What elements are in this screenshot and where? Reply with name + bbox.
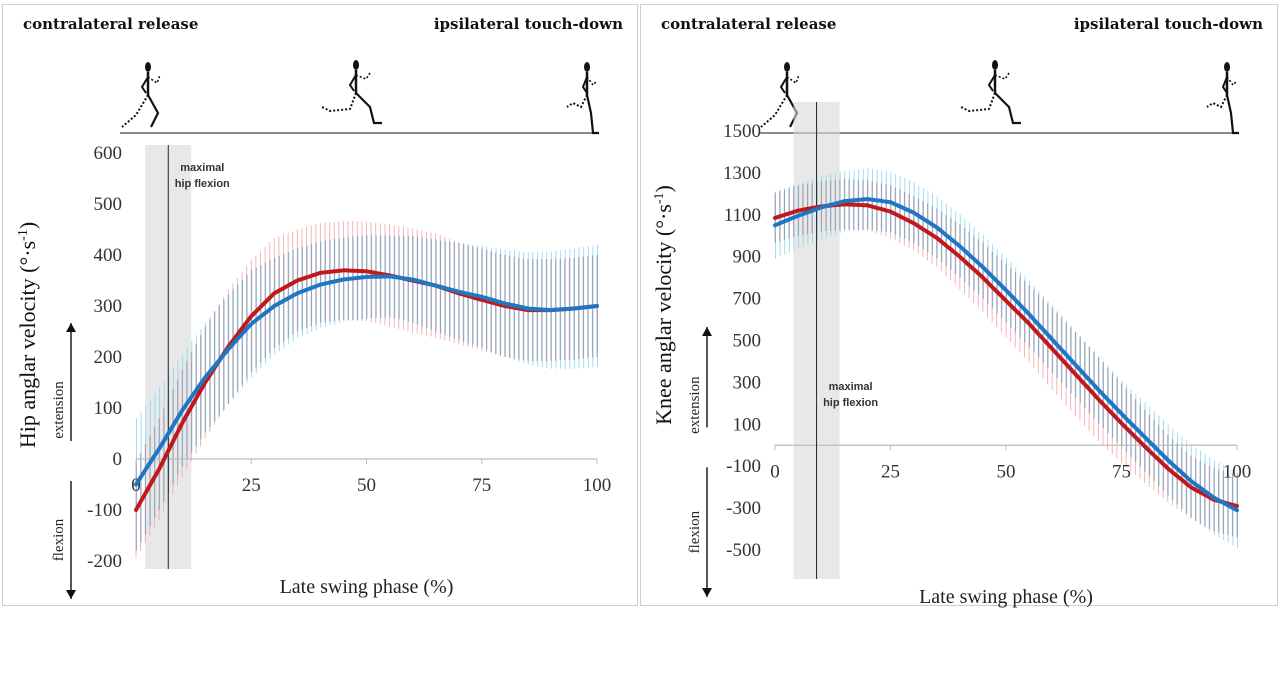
- y-tick-label: -100: [87, 500, 122, 521]
- y-tick-label: 300: [733, 372, 762, 393]
- runner-icon: [321, 60, 382, 125]
- runner-leg: [1225, 94, 1239, 135]
- y-tick-label: 1100: [724, 205, 761, 226]
- flexion-arrowhead: [66, 590, 76, 599]
- runner-leg: [1206, 94, 1228, 109]
- x-tick-label: 100: [1223, 461, 1252, 482]
- extension-arrowhead: [66, 323, 76, 332]
- runner-head: [584, 62, 590, 72]
- y-tick-label: 1500: [723, 121, 761, 142]
- extension-label: extension: [687, 376, 703, 434]
- x-tick-label: 50: [357, 475, 376, 496]
- y-tick-label: 100: [733, 414, 762, 435]
- runner-arm: [779, 76, 788, 94]
- runner-arm: [355, 72, 371, 80]
- phase-start-label: contralateral release: [661, 15, 837, 33]
- y-axis-label: Knee anglar velocity (°·s-1): [651, 185, 676, 425]
- runner-leg: [960, 92, 996, 113]
- extension-arrowhead: [702, 327, 712, 336]
- runner-arm: [1226, 76, 1238, 87]
- runner-arm: [581, 76, 588, 94]
- annotation-label: maximal: [180, 162, 224, 174]
- x-tick-label: 0: [770, 461, 780, 482]
- runner-arm: [147, 74, 161, 85]
- runner-leg: [994, 92, 1021, 125]
- flexion-arrowhead: [702, 588, 712, 597]
- y-tick-label: 700: [733, 289, 762, 310]
- runner-leg: [121, 94, 149, 128]
- runner-arm: [140, 76, 149, 94]
- phase-end-label: ipsilateral touch-down: [433, 15, 623, 33]
- y-axis-label: Hip anglar velocity (°·s-1): [15, 222, 40, 448]
- y-tick-label: 0: [113, 449, 123, 470]
- runner-leg: [760, 94, 788, 128]
- x-axis-label: Late swing phase (%): [280, 576, 454, 598]
- runner-head: [784, 62, 790, 72]
- hip-velocity-chart: 0 25 50 75 100-200-1000100200300400500600max…: [15, 60, 612, 599]
- knee-velocity-chart: 0 25 50 75 100 -500 -300 -100 100 300 500 700 900 110…: [651, 60, 1252, 608]
- runner-leg: [355, 92, 382, 125]
- runner-leg: [147, 94, 160, 128]
- y-tick-label: 200: [94, 347, 123, 368]
- runner-leg: [585, 94, 599, 135]
- runner-icon: [760, 62, 800, 128]
- runner-leg: [566, 94, 588, 109]
- phase-end-label: ipsilateral touch-down: [1073, 15, 1263, 33]
- y-tick-label: -500: [726, 540, 761, 561]
- runner-arm: [348, 74, 357, 92]
- y-tick-label: 1300: [723, 163, 761, 184]
- x-axis-label: Late swing phase (%): [919, 586, 1093, 608]
- runner-head: [1224, 62, 1230, 72]
- runner-leg: [321, 92, 357, 113]
- annotation-label: hip flexion: [175, 178, 230, 190]
- knee-velocity-panel: contralateral release ipsilateral touch-…: [640, 4, 1278, 608]
- y-tick-label: -200: [87, 551, 122, 572]
- y-tick-label: 500: [94, 194, 123, 215]
- annotation-label: maximal: [829, 381, 873, 393]
- runner-icon: [121, 62, 161, 128]
- flexion-label: flexion: [51, 518, 67, 561]
- y-tick-label: 600: [94, 143, 123, 164]
- runner-arm: [987, 74, 996, 92]
- y-tick-label: 900: [733, 247, 762, 268]
- runner-head: [145, 62, 151, 72]
- extension-label: extension: [51, 381, 67, 439]
- runner-icon: [1206, 62, 1239, 135]
- annotation-label: hip flexion: [823, 397, 878, 409]
- runner-arm: [786, 74, 800, 85]
- y-tick-label: 100: [94, 398, 123, 419]
- series-b-line: [134, 274, 599, 487]
- x-tick-label: 75: [472, 475, 491, 496]
- x-tick-label: 25: [881, 461, 900, 482]
- series-b-line: [773, 197, 1239, 513]
- runner-icon: [566, 62, 599, 135]
- runner-head: [992, 60, 998, 70]
- x-tick-label: 25: [242, 475, 261, 496]
- flexion-label: flexion: [687, 510, 703, 553]
- runner-arm: [1221, 76, 1228, 94]
- runner-icon: [960, 60, 1021, 125]
- hip-velocity-panel: contralateral release ipsilateral touch-…: [2, 4, 638, 606]
- x-tick-label: 75: [1112, 461, 1131, 482]
- runner-arm: [994, 72, 1010, 80]
- x-tick-label: 100: [583, 475, 612, 496]
- runner-head: [353, 60, 359, 70]
- series-a-line: [773, 202, 1239, 508]
- y-tick-label: 500: [733, 331, 762, 352]
- runner-arm: [586, 76, 598, 87]
- y-tick-label: -100: [726, 456, 761, 477]
- y-tick-label: 300: [94, 296, 123, 317]
- x-tick-label: 50: [997, 461, 1016, 482]
- y-tick-label: 400: [94, 245, 123, 266]
- phase-start-label: contralateral release: [23, 15, 199, 33]
- y-tick-label: -300: [726, 498, 761, 519]
